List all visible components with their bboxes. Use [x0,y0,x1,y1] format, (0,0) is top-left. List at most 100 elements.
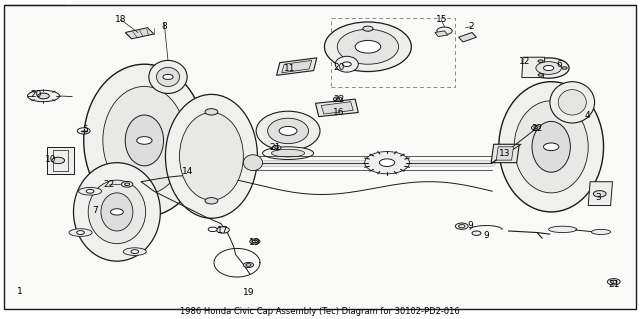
Ellipse shape [84,64,205,217]
Text: 22: 22 [531,124,543,133]
Ellipse shape [243,155,262,171]
Text: 17: 17 [217,226,228,234]
Ellipse shape [548,226,577,233]
Text: 21: 21 [269,143,281,152]
Ellipse shape [79,188,102,195]
Circle shape [163,74,173,79]
Polygon shape [125,28,154,39]
Ellipse shape [28,90,60,102]
Circle shape [538,60,543,63]
Ellipse shape [550,82,595,123]
Text: 9: 9 [467,221,473,230]
Circle shape [208,227,217,232]
Circle shape [543,65,554,70]
Circle shape [243,263,253,268]
Text: 5: 5 [83,125,88,134]
Circle shape [528,58,569,78]
Text: 1986 Honda Civic Cap Assembly (Tec) Diagram for 30102-PD2-016: 1986 Honda Civic Cap Assembly (Tec) Diag… [180,308,460,316]
Ellipse shape [103,86,186,195]
Circle shape [86,189,94,193]
Text: 20: 20 [333,63,345,72]
Circle shape [279,126,297,135]
Circle shape [250,239,260,244]
Text: 8: 8 [161,22,167,31]
Circle shape [534,127,538,129]
Circle shape [472,231,481,235]
Ellipse shape [74,163,161,261]
Polygon shape [435,31,448,37]
Ellipse shape [179,113,243,200]
Circle shape [131,250,139,254]
Circle shape [611,280,617,283]
Circle shape [52,157,65,164]
Text: 20: 20 [30,90,42,99]
Ellipse shape [337,29,399,64]
Ellipse shape [124,248,147,256]
Ellipse shape [256,111,320,151]
Ellipse shape [499,82,604,212]
Circle shape [216,227,229,233]
Text: 11: 11 [284,63,296,72]
Text: 19: 19 [249,238,260,247]
Circle shape [593,191,606,197]
Ellipse shape [271,149,305,157]
Circle shape [607,278,620,285]
Circle shape [562,67,567,69]
Ellipse shape [365,152,410,174]
Ellipse shape [591,229,611,234]
Text: 2: 2 [468,22,474,31]
Circle shape [125,183,130,186]
Ellipse shape [149,60,187,93]
Text: 21: 21 [608,280,620,289]
Text: 15: 15 [436,15,447,24]
Circle shape [205,109,218,115]
Polygon shape [321,102,353,114]
Circle shape [275,147,278,149]
Text: 10: 10 [45,155,56,164]
Circle shape [77,231,84,234]
Circle shape [111,209,124,215]
Circle shape [380,159,395,167]
Text: 14: 14 [182,167,193,176]
Circle shape [336,98,340,100]
Text: 19: 19 [243,288,254,297]
Ellipse shape [101,193,133,231]
Text: 18: 18 [115,15,127,24]
Polygon shape [459,33,476,42]
Text: 1: 1 [17,287,23,296]
Text: 6: 6 [557,60,563,69]
Polygon shape [522,57,545,78]
Circle shape [543,143,559,151]
Ellipse shape [88,180,146,244]
Ellipse shape [558,90,586,115]
Ellipse shape [268,118,308,144]
Text: 22: 22 [333,95,345,104]
Ellipse shape [125,115,164,166]
Ellipse shape [532,122,570,172]
Circle shape [538,74,543,76]
Polygon shape [47,147,74,174]
Text: 13: 13 [499,149,511,158]
Circle shape [437,27,452,35]
Circle shape [459,225,465,228]
Circle shape [77,128,90,134]
Circle shape [272,145,281,150]
Text: 12: 12 [518,56,530,65]
Circle shape [246,264,251,266]
Ellipse shape [262,147,314,160]
Ellipse shape [324,22,412,71]
Polygon shape [496,147,513,160]
Circle shape [355,41,381,53]
Circle shape [333,97,342,101]
Ellipse shape [157,67,179,86]
Polygon shape [316,99,358,117]
Text: 9: 9 [483,231,489,240]
Polygon shape [588,182,612,205]
Circle shape [531,125,540,130]
Circle shape [205,197,218,204]
Ellipse shape [514,101,588,193]
Ellipse shape [166,94,257,218]
Text: 16: 16 [333,108,345,117]
Polygon shape [282,60,312,73]
Circle shape [38,93,49,99]
